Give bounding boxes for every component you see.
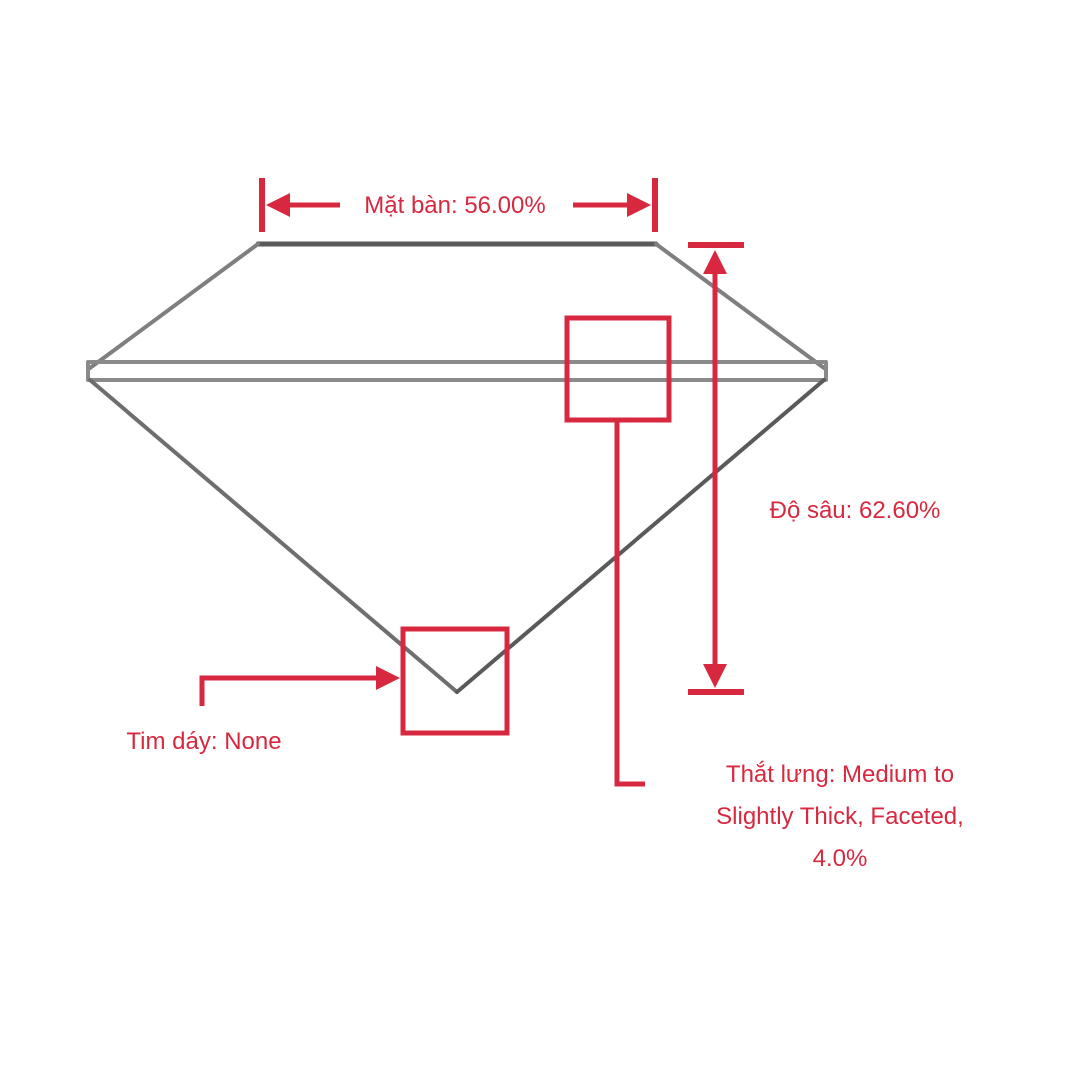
culet-callout	[199, 626, 510, 736]
girdle-label-line-3: 4.0%	[813, 845, 868, 872]
depth-measure-top-arrowhead	[703, 250, 727, 274]
girdle-callout-leader	[614, 420, 645, 787]
depth-measure	[688, 242, 744, 695]
girdle-callout-box	[564, 315, 672, 423]
table-measure-right-arrowhead	[627, 193, 651, 217]
culet-callout-box	[400, 626, 510, 736]
depth-measure-bottom-arrowhead	[703, 664, 727, 688]
culet-callout-leader	[199, 675, 384, 706]
diamond-outline	[86, 241, 828, 694]
culet-label: Tim dáy: None	[126, 728, 281, 755]
girdle-callout	[564, 315, 672, 787]
diamond-crown-left	[88, 242, 260, 370]
diamond-pavilion-left	[88, 378, 459, 694]
table-label: Mặt bàn: 56.00%	[364, 192, 545, 219]
girdle-label-line-2: Slightly Thick, Faceted,	[716, 803, 964, 830]
culet-callout-arrowhead	[376, 666, 400, 690]
table-measure-left-arrowhead	[266, 193, 290, 217]
girdle-label-line-1: Thắt lưng: Medium to	[726, 761, 954, 788]
table-measure	[259, 178, 658, 232]
depth-label: Độ sâu: 62.60%	[770, 497, 941, 524]
diamond-crown-right	[654, 242, 826, 370]
diamond-pavilion-right	[455, 378, 826, 694]
